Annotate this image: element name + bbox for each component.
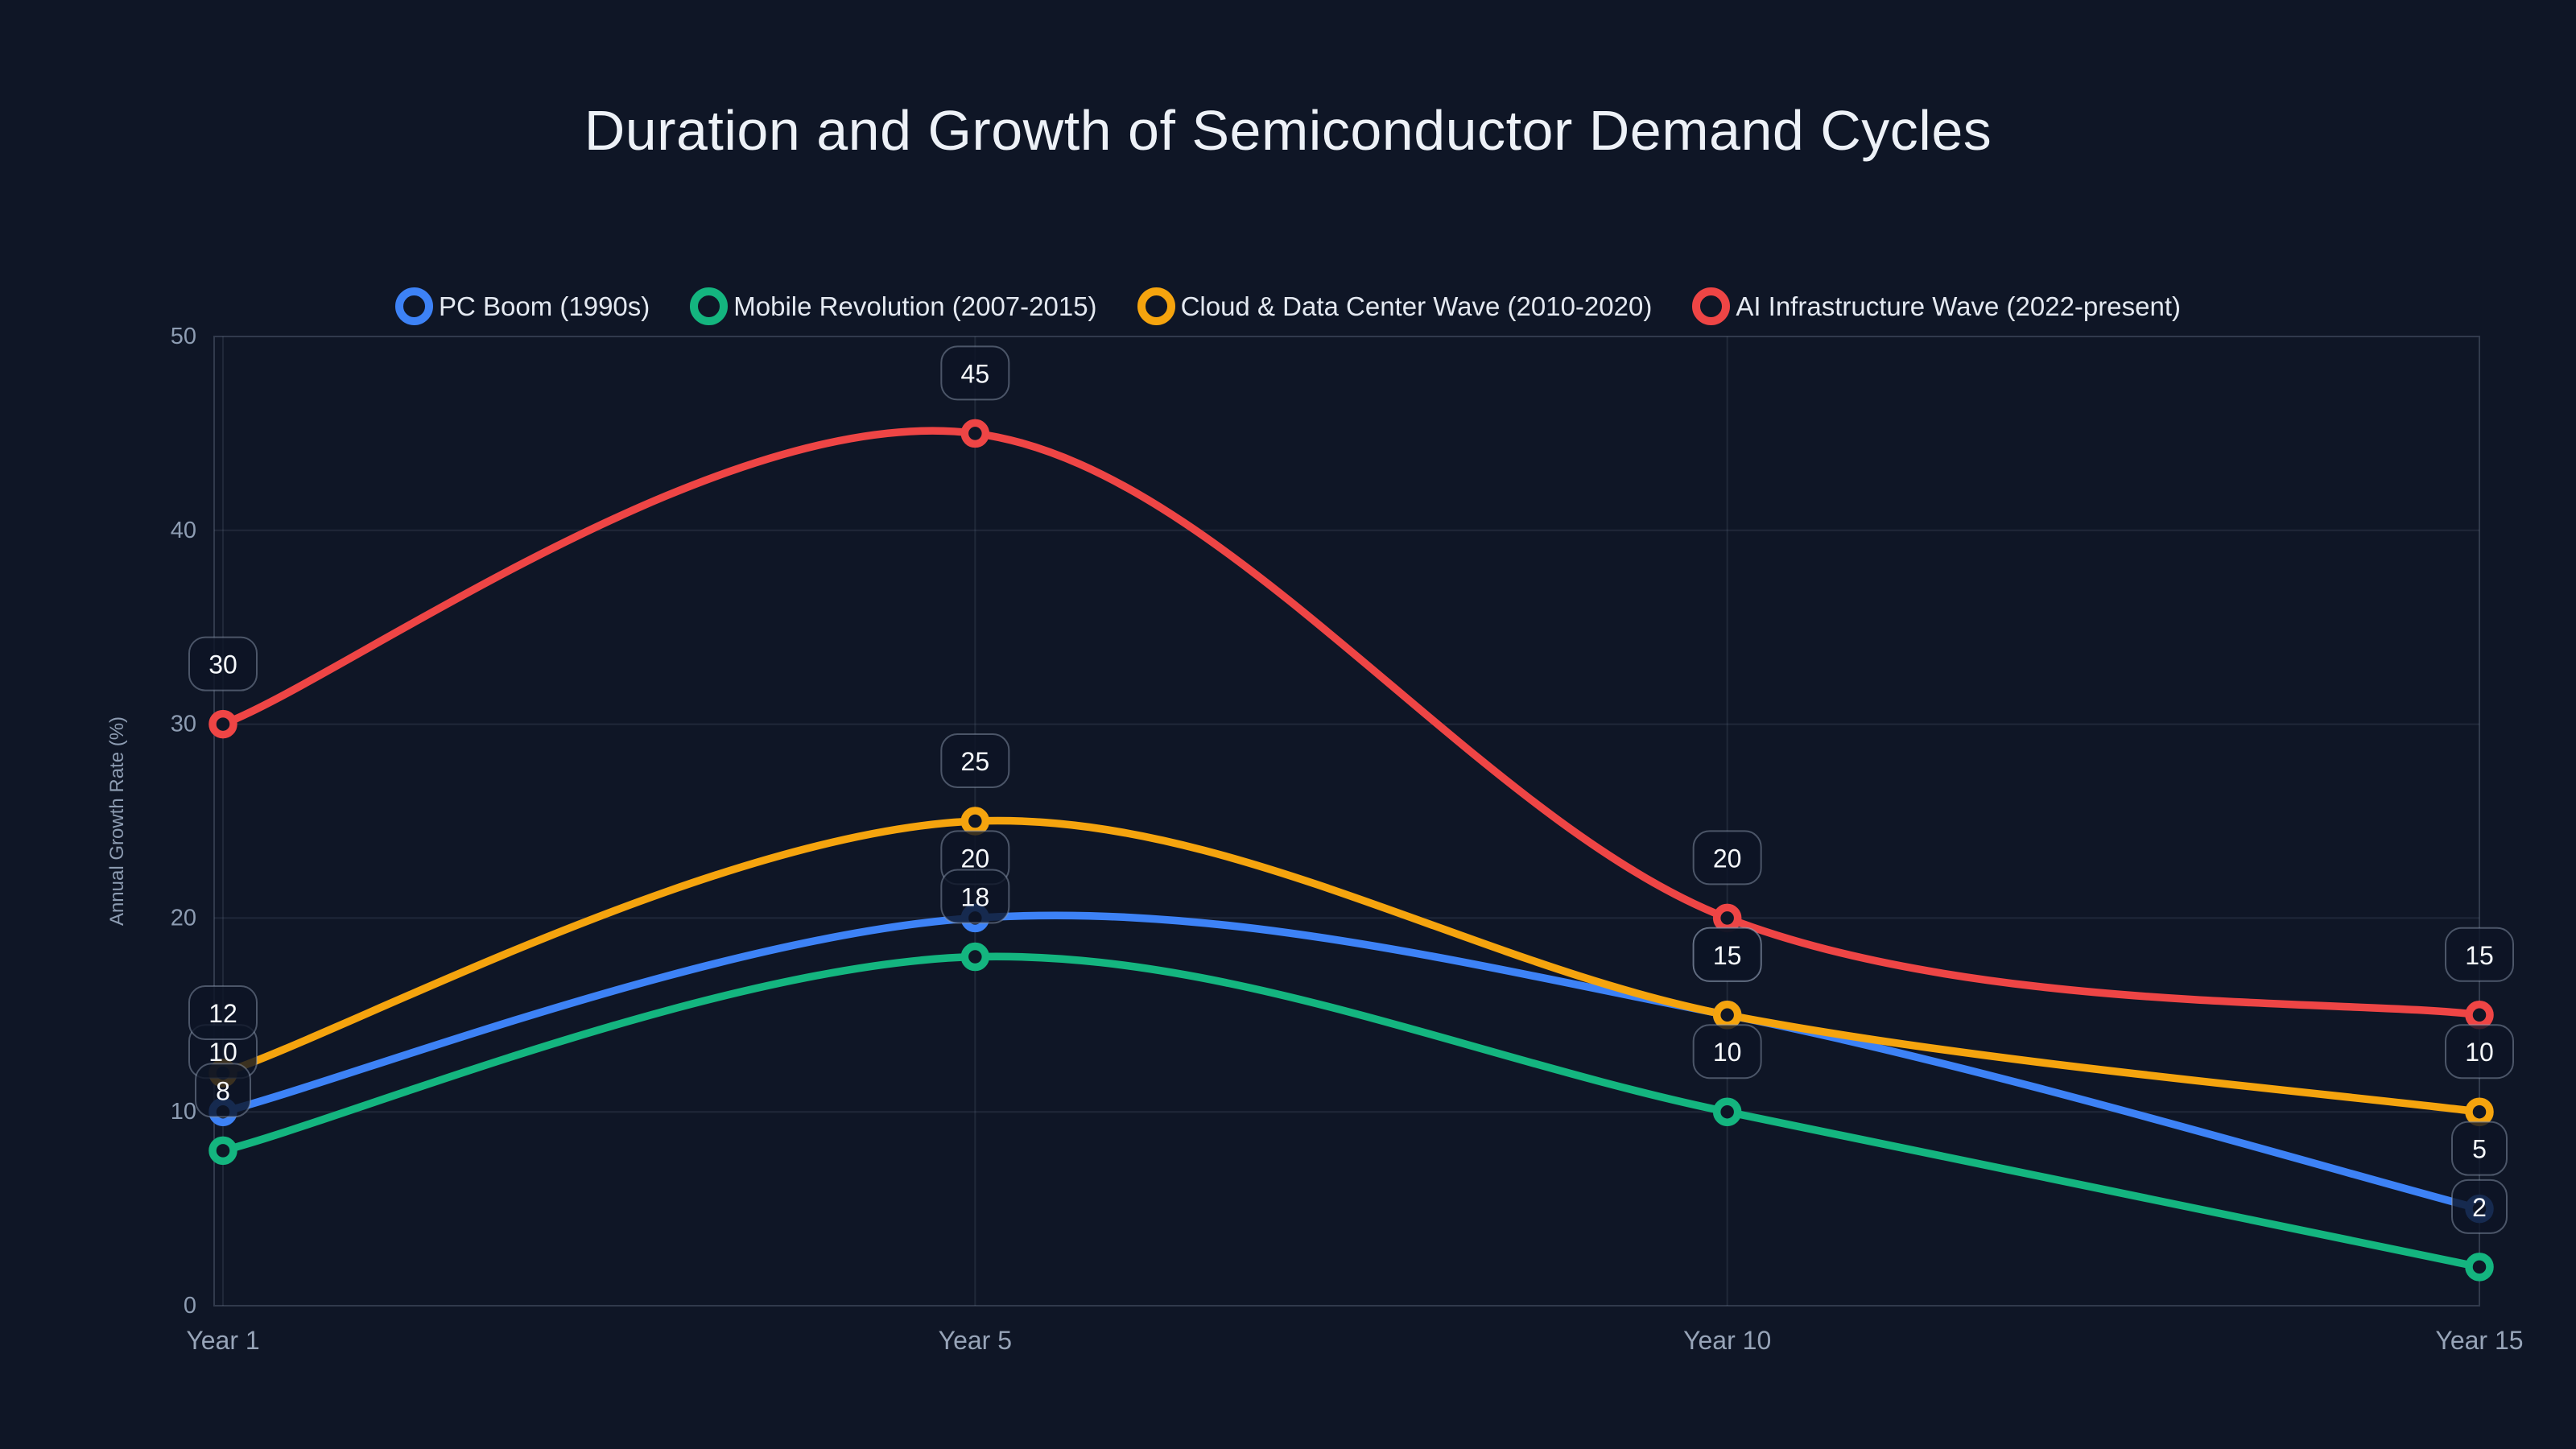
series-line-pc-boom[interactable]	[219, 911, 2483, 1213]
point-label-box-cloud-data-center-1	[940, 733, 1010, 788]
point-label-mobile-revolution-3: 2	[2472, 1193, 2487, 1222]
point-label-cloud-data-center-1: 25	[961, 747, 990, 776]
series-line-mobile-revolution[interactable]	[219, 952, 2483, 1271]
point-label-box-mobile-revolution-0	[195, 1063, 251, 1118]
point-marker-ai-infrastructure-0[interactable]	[208, 709, 237, 739]
y-tick-label: 20	[171, 905, 196, 931]
legend-ring-icon	[1692, 287, 1731, 325]
point-marker-mobile-revolution-1[interactable]	[960, 942, 990, 972]
legend-ring-icon	[395, 287, 433, 325]
point-label-mobile-revolution-2: 10	[1713, 1038, 1742, 1067]
legend-item-mobile-revolution[interactable]: Mobile Revolution (2007-2015)	[690, 287, 1097, 325]
y-tick-label: 50	[171, 324, 196, 349]
legend-ring-icon	[1137, 287, 1175, 325]
point-label-box-mobile-revolution-3	[2451, 1179, 2508, 1234]
legend-ring-icon	[690, 287, 729, 325]
point-label-box-cloud-data-center-3	[2445, 1024, 2514, 1080]
legend-item-pc-boom[interactable]: PC Boom (1990s)	[395, 287, 650, 325]
legend-item-ai-infrastructure[interactable]: AI Infrastructure Wave (2022-present)	[1692, 287, 2181, 325]
point-label-ai-infrastructure-3: 15	[2465, 941, 2494, 970]
point-label-ai-infrastructure-0: 30	[208, 650, 237, 679]
point-label-box-ai-infrastructure-2	[1692, 830, 1762, 886]
point-label-pc-boom-1: 20	[961, 844, 990, 873]
point-marker-mobile-revolution-3[interactable]	[2465, 1253, 2494, 1282]
x-tick-label: Year 5	[939, 1326, 1012, 1355]
series-line-ai-infrastructure[interactable]	[219, 427, 2483, 1019]
point-marker-cloud-data-center-3[interactable]	[2465, 1097, 2494, 1126]
point-label-pc-boom-0: 10	[208, 1038, 237, 1067]
point-marker-cloud-data-center-2[interactable]	[1712, 1001, 1742, 1030]
y-tick-label: 10	[171, 1099, 196, 1125]
point-label-box-ai-infrastructure-0	[188, 636, 258, 691]
point-label-cloud-data-center-2: 15	[1713, 941, 1742, 970]
point-label-cloud-data-center-0: 12	[208, 999, 237, 1028]
point-label-box-ai-infrastructure-1	[940, 345, 1010, 401]
point-label-box-mobile-revolution-2	[1692, 1024, 1762, 1080]
x-tick-label: Year 10	[1683, 1326, 1771, 1355]
y-tick-label: 40	[171, 518, 196, 543]
y-tick-label: 30	[171, 712, 196, 737]
legend-item-label: Cloud & Data Center Wave (2010-2020)	[1180, 291, 1653, 321]
y-tick-label: 0	[184, 1293, 196, 1319]
legend-item-label: AI Infrastructure Wave (2022-present)	[1736, 291, 2181, 321]
legend-item-label: PC Boom (1990s)	[439, 291, 650, 321]
plot-border	[213, 336, 2480, 1307]
series-line-cloud-data-center[interactable]	[219, 816, 2483, 1116]
point-label-mobile-revolution-1: 18	[961, 883, 990, 912]
point-label-box-ai-infrastructure-3	[2445, 927, 2514, 982]
point-label-ai-infrastructure-2: 20	[1713, 844, 1742, 873]
point-label-box-cloud-data-center-2	[1692, 927, 1762, 982]
point-marker-ai-infrastructure-1[interactable]	[960, 419, 990, 448]
chart-title: Duration and Growth of Semiconductor Dem…	[584, 99, 1992, 162]
point-marker-mobile-revolution-2[interactable]	[1712, 1097, 1742, 1126]
legend-item-label: Mobile Revolution (2007-2015)	[733, 291, 1097, 321]
point-label-box-cloud-data-center-0	[188, 985, 258, 1041]
point-label-box-pc-boom-3	[2451, 1121, 2508, 1176]
point-marker-mobile-revolution-0[interactable]	[208, 1136, 237, 1166]
x-tick-label: Year 1	[186, 1326, 259, 1355]
legend-item-cloud-data-center[interactable]: Cloud & Data Center Wave (2010-2020)	[1137, 287, 1653, 325]
point-marker-ai-infrastructure-3[interactable]	[2465, 1001, 2494, 1030]
point-label-pc-boom-3: 5	[2472, 1135, 2487, 1164]
point-marker-cloud-data-center-1[interactable]	[960, 807, 990, 836]
point-label-ai-infrastructure-1: 45	[961, 359, 990, 388]
point-marker-ai-infrastructure-2[interactable]	[1712, 903, 1742, 933]
legend: PC Boom (1990s) Mobile Revolution (2007-…	[0, 287, 2576, 325]
x-tick-label: Year 15	[2435, 1326, 2523, 1355]
point-label-mobile-revolution-0: 8	[216, 1076, 230, 1105]
point-label-box-mobile-revolution-1	[940, 869, 1010, 924]
point-label-cloud-data-center-3: 10	[2465, 1038, 2494, 1067]
